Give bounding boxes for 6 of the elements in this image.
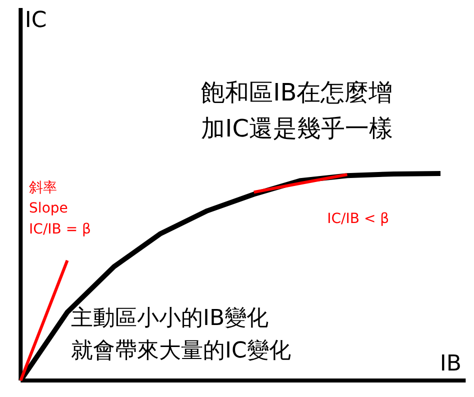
annotation: IC/IB < β (327, 210, 390, 227)
text: 飽和區IB在怎麼增加IC還是幾乎一樣 (201, 78, 394, 143)
annotation: 主動區小小的IB變化就會帶來大量的IC變化 (71, 306, 291, 364)
x-axis-title: IB (440, 351, 462, 376)
text: IC (24, 8, 47, 33)
annotation: 斜率 Slope IC/IB = β (29, 180, 91, 238)
